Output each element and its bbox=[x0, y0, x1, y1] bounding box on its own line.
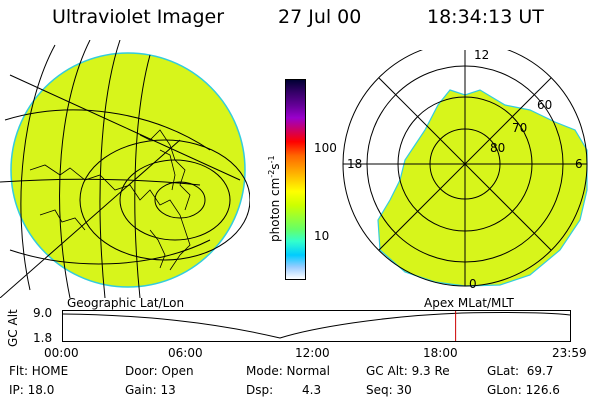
lat-label-70: 70 bbox=[512, 121, 528, 135]
status-dsp-value: 4.3 bbox=[302, 383, 322, 397]
timeline-axis-title: GC Alt bbox=[6, 309, 20, 347]
polar-image-fill bbox=[377, 89, 588, 287]
colorbar-tick-10: 10 bbox=[314, 229, 330, 243]
status-glat: GLat: 69.7 bbox=[487, 364, 554, 378]
timeline-xtick-0600: 06:00 bbox=[168, 346, 203, 360]
lat-label-60: 60 bbox=[537, 98, 553, 112]
timeline-ytick-high: 9.0 bbox=[33, 306, 53, 320]
timeline-plot bbox=[62, 310, 571, 342]
colorbar bbox=[285, 79, 306, 280]
status-gain: Gain: 13 bbox=[125, 383, 176, 397]
image-time: 18:34:13 UT bbox=[427, 6, 544, 28]
status-mode: Mode: Normal bbox=[246, 364, 330, 378]
status-glon: GLon: 126.6 bbox=[487, 383, 560, 397]
timeline-xtick-2359: 23:59 bbox=[552, 346, 587, 360]
status-flt: Flt: HOME bbox=[9, 364, 69, 378]
colorbar-unit-label: photon cm-2s-1 bbox=[267, 155, 282, 242]
status-dsp-label: Dsp: bbox=[246, 383, 274, 397]
mlt-label-12: 12 bbox=[474, 48, 490, 62]
mlt-label-0: 0 bbox=[469, 277, 477, 291]
timeline-xtick-1800: 18:00 bbox=[423, 346, 458, 360]
mlt-label-6: 6 bbox=[575, 157, 583, 171]
timeline-xtick-1200: 12:00 bbox=[295, 346, 330, 360]
status-gc-alt: GC Alt: 9.3 Re bbox=[366, 364, 450, 378]
status-seq: Seq: 30 bbox=[366, 383, 412, 397]
polar-plot bbox=[342, 50, 588, 287]
lat-label-80: 80 bbox=[490, 141, 506, 155]
timeline-ytick-low: 1.8 bbox=[33, 331, 53, 345]
mlt-label-18: 18 bbox=[347, 157, 363, 171]
status-door: Door: Open bbox=[125, 364, 194, 378]
right-panel-caption: Apex MLat/MLT bbox=[424, 296, 514, 310]
instrument-title: Ultraviolet Imager bbox=[52, 6, 225, 28]
status-ip: IP: 18.0 bbox=[9, 383, 55, 397]
image-date: 27 Jul 00 bbox=[278, 6, 362, 28]
gc-altitude-curve bbox=[62, 312, 571, 339]
earth-disk bbox=[10, 52, 246, 288]
colorbar-tick-100: 100 bbox=[314, 141, 337, 155]
timeline-xtick-0000: 00:00 bbox=[44, 346, 79, 360]
geographic-image bbox=[0, 40, 250, 298]
left-panel-caption: Geographic Lat/Lon bbox=[67, 296, 185, 310]
